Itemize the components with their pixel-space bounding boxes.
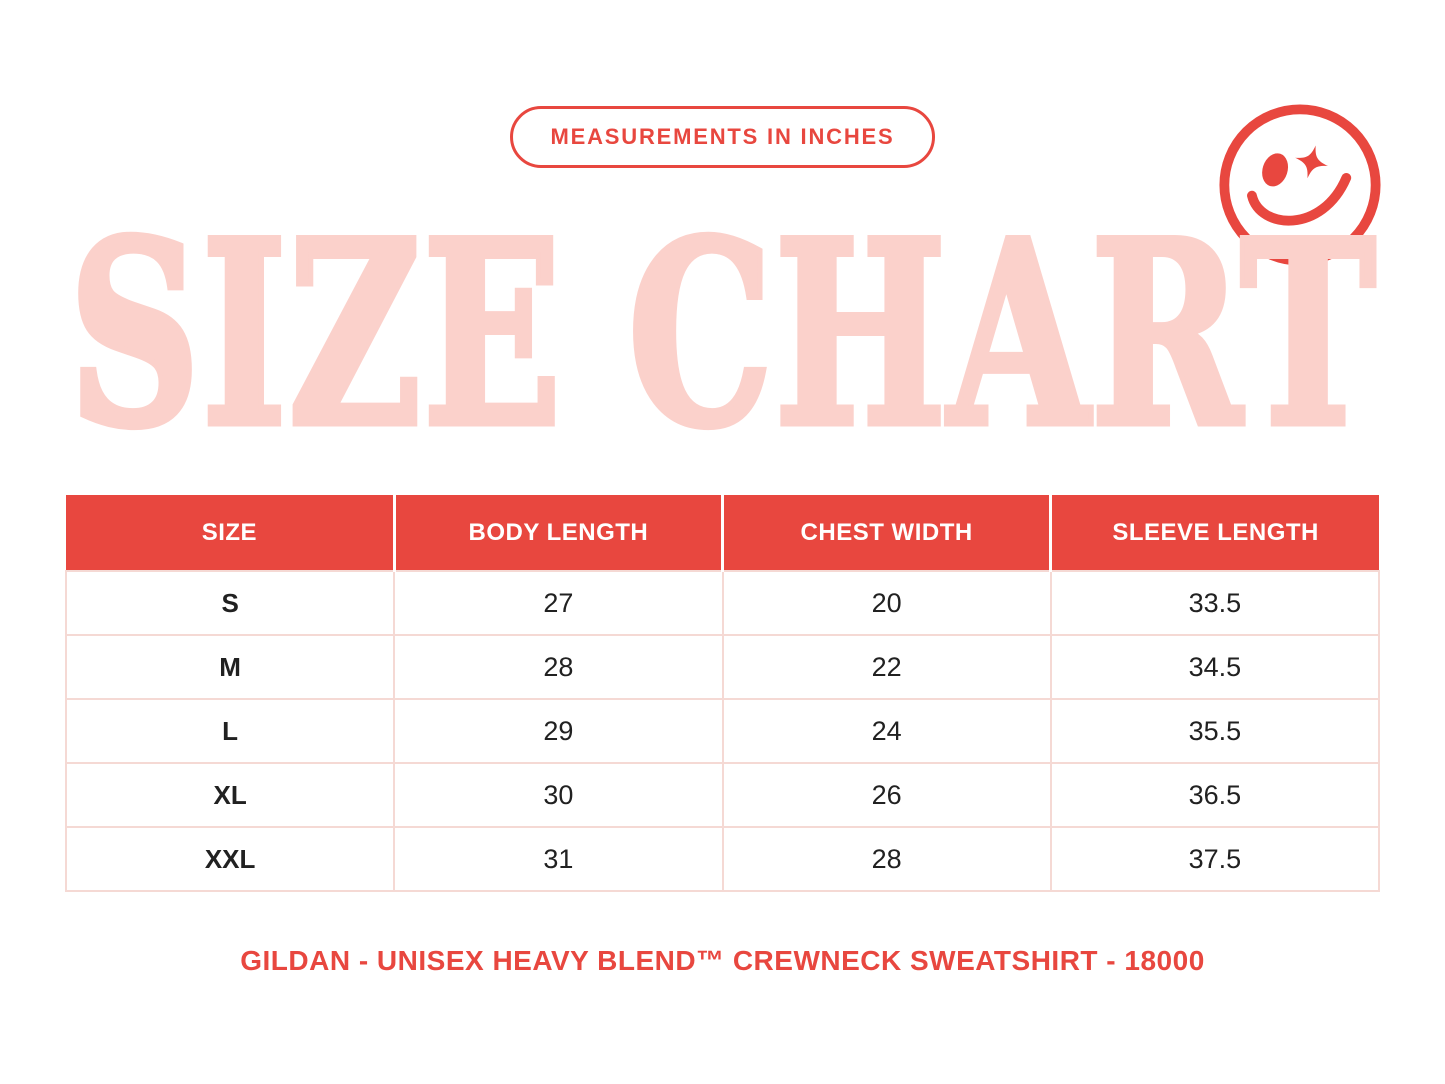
size-cell: XXL: [64, 826, 396, 892]
sleeve-length-cell: 33.5: [1049, 570, 1381, 636]
body-length-cell: 27: [393, 570, 724, 636]
smiley-sparkle-eye: [1295, 145, 1328, 179]
smiley-smile: [1247, 172, 1352, 226]
sleeve-length-cell: 35.5: [1049, 698, 1381, 764]
table-row-l: L 29 24 35.5: [64, 698, 1381, 764]
column-header-sleeve-length: SLEEVE LENGTH: [1049, 495, 1379, 571]
body-length-cell: 29: [393, 698, 724, 764]
chest-width-cell: 28: [721, 826, 1052, 892]
chest-width-cell: 26: [721, 762, 1052, 828]
sleeve-length-cell: 34.5: [1049, 634, 1381, 700]
sleeve-length-cell: 36.5: [1049, 762, 1381, 828]
table-row-m: M 28 22 34.5: [64, 634, 1381, 700]
measurements-badge-label: MEASUREMENTS IN INCHES: [550, 124, 895, 149]
chest-width-cell: 22: [721, 634, 1052, 700]
sleeve-length-cell: 37.5: [1049, 826, 1381, 892]
smiley-face-outline: [1219, 104, 1381, 266]
winking-smiley-icon: [1219, 104, 1381, 266]
table-row-s: S 27 20 33.5: [64, 570, 1381, 636]
body-length-cell: 30: [393, 762, 724, 828]
column-header-body-length: BODY LENGTH: [392, 495, 723, 571]
size-cell: L: [64, 698, 396, 764]
measurements-badge: MEASUREMENTS IN INCHES: [509, 106, 936, 168]
size-cell: M: [64, 634, 396, 700]
chest-width-cell: 20: [721, 570, 1052, 636]
table-row-xl: XL 30 26 36.5: [64, 762, 1381, 828]
column-header-size: SIZE: [66, 495, 395, 571]
size-cell: S: [64, 570, 396, 636]
body-length-cell: 31: [393, 826, 724, 892]
smiley-left-eye: [1262, 153, 1289, 187]
size-cell: XL: [64, 762, 396, 828]
table-row-xxl: XXL 31 28 37.5: [64, 826, 1381, 892]
page-title: SIZE CHART: [66, 185, 1378, 483]
column-header-chest-width: CHEST WIDTH: [720, 495, 1051, 571]
product-name: GILDAN - UNISEX HEAVY BLEND™ CREWNECK SW…: [240, 945, 1205, 976]
table-header-row: SIZE BODY LENGTH CHEST WIDTH SLEEVE LENG…: [66, 495, 1379, 571]
chest-width-cell: 24: [721, 698, 1052, 764]
body-length-cell: 28: [393, 634, 724, 700]
size-table: SIZE BODY LENGTH CHEST WIDTH SLEEVE LENG…: [64, 495, 1381, 892]
